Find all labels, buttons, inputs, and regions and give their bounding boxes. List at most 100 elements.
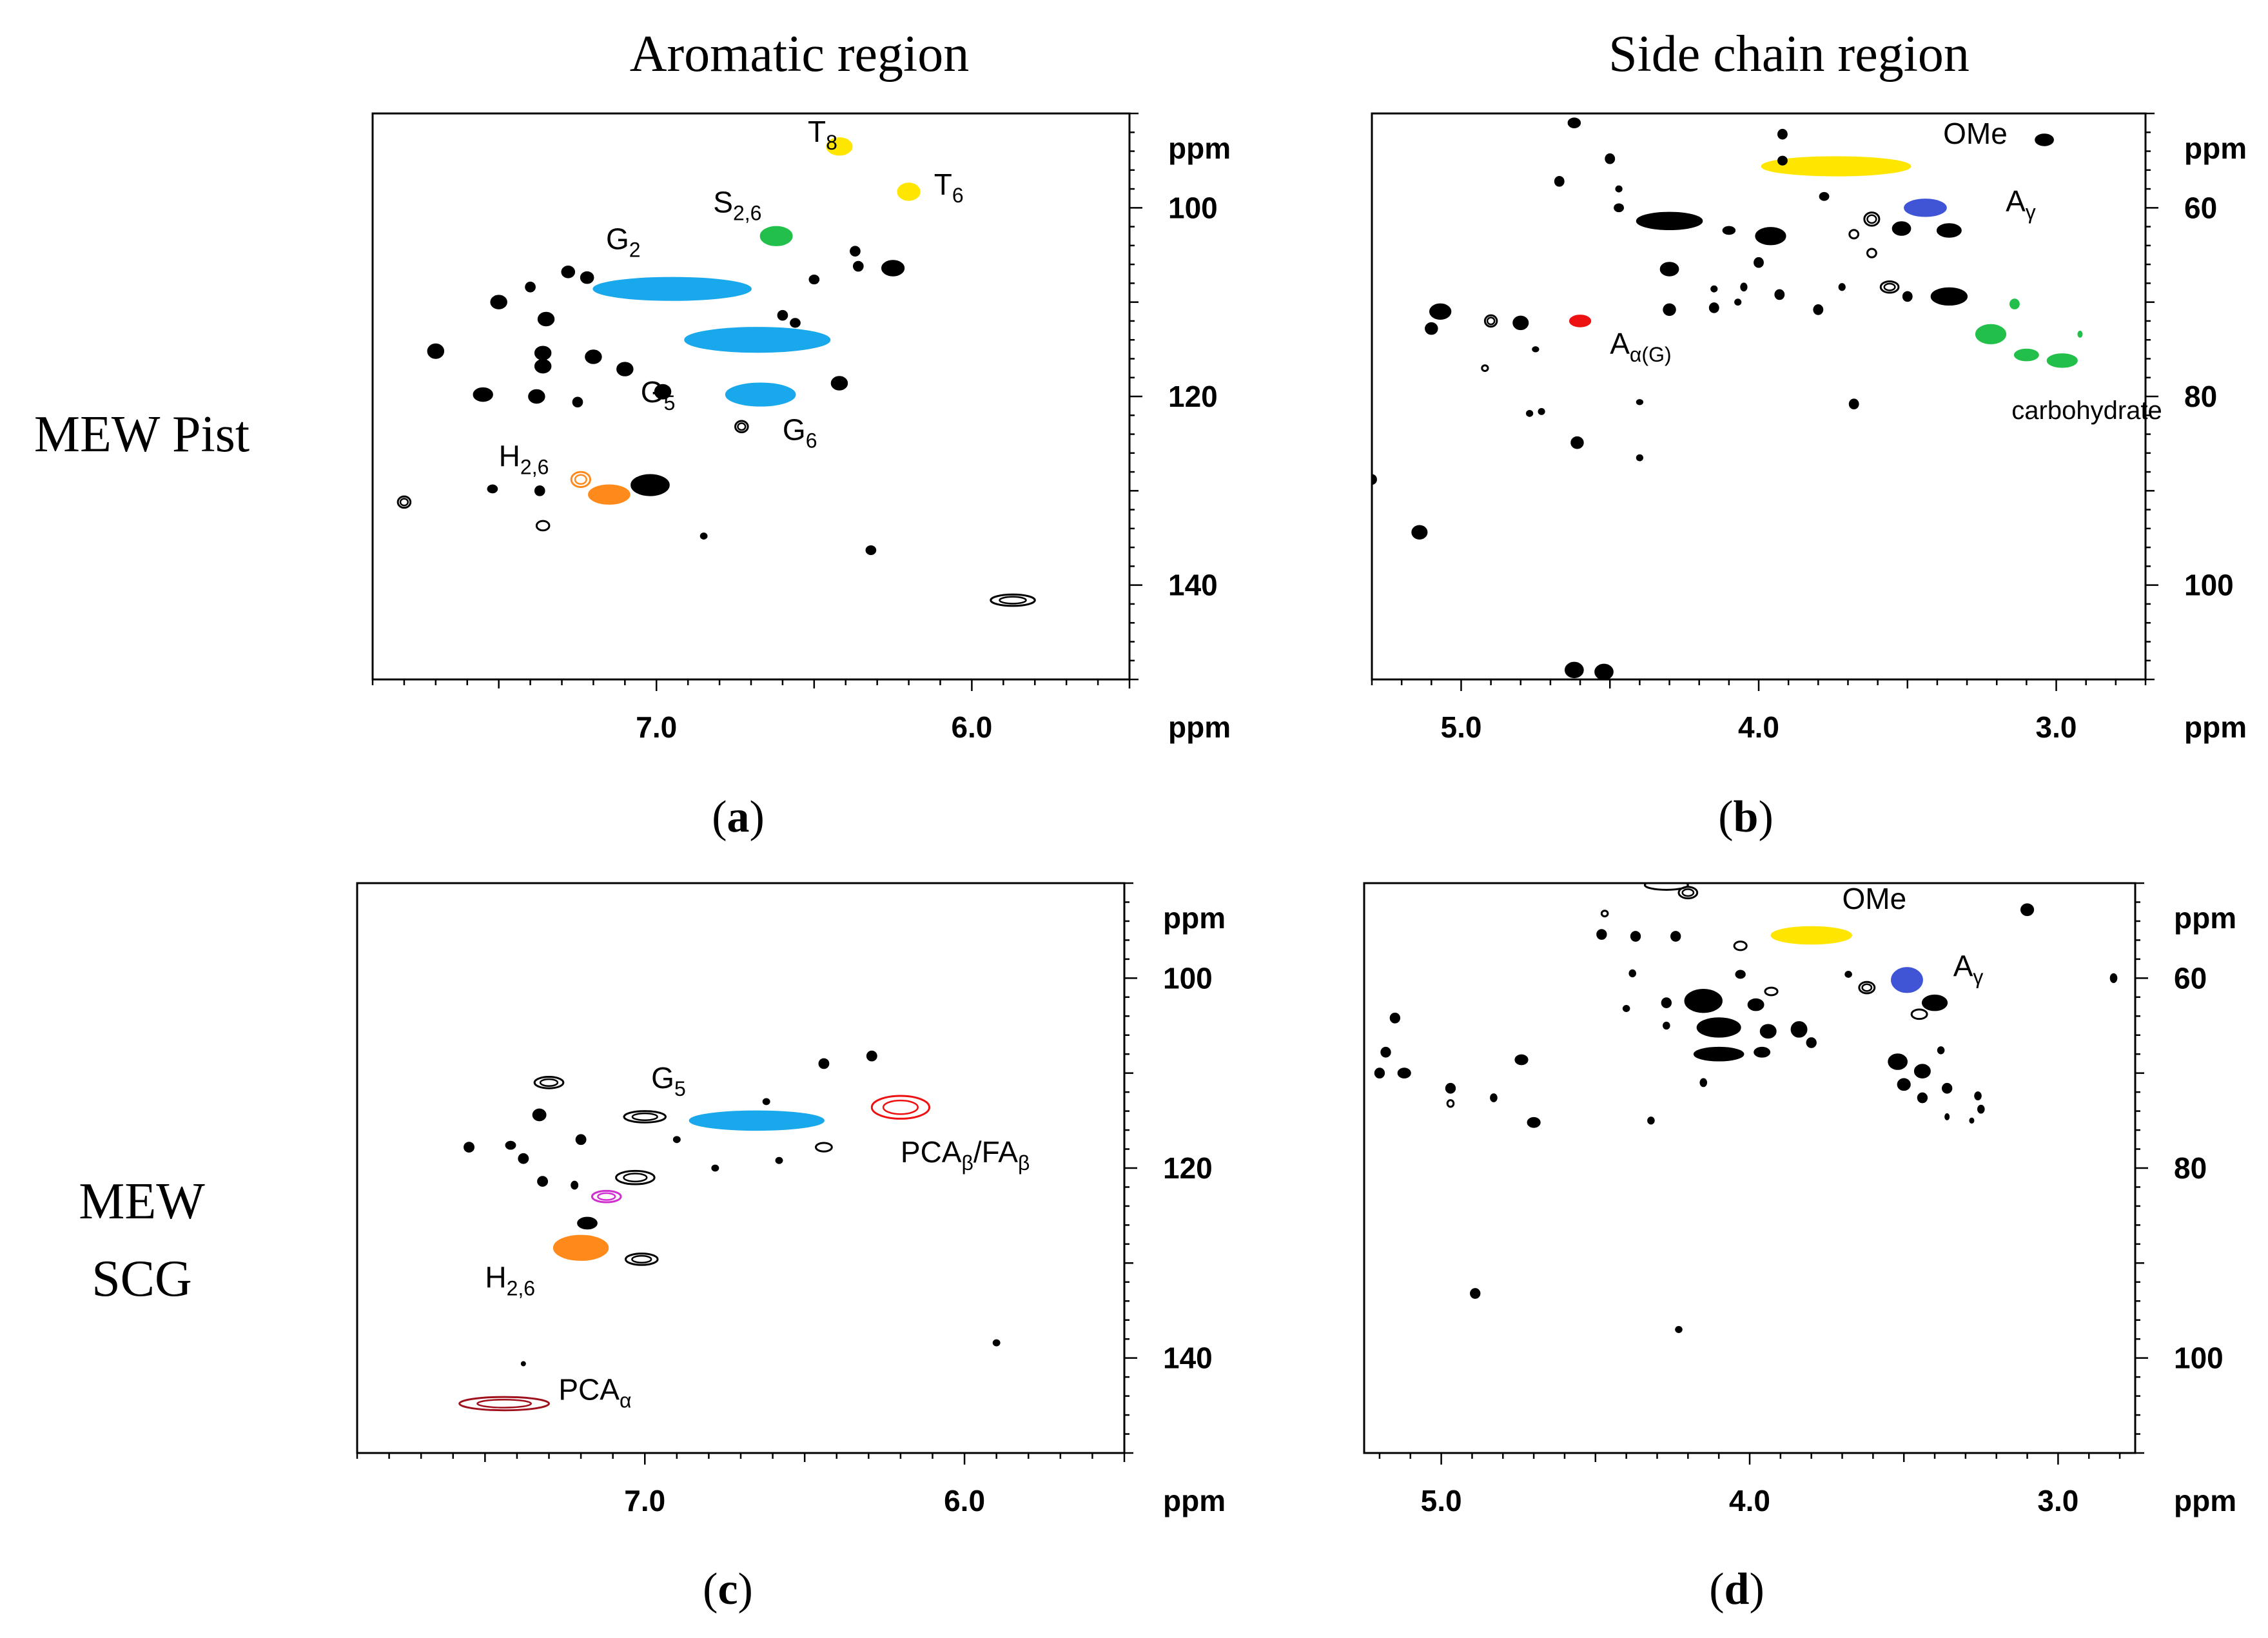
peak-black: [1630, 931, 1641, 942]
peak-black: [1628, 969, 1636, 978]
peak-black: [537, 1176, 549, 1187]
peak-annotation: G6: [783, 413, 817, 452]
peak-yellow: [826, 137, 853, 156]
peak-black: [1759, 1024, 1777, 1039]
x-tick-label-d: 4.0: [1729, 1484, 1770, 1517]
peak-black: [1425, 322, 1438, 335]
peak-black-contour: [1733, 941, 1748, 951]
peak-black: [1777, 128, 1788, 140]
peak-black: [1570, 436, 1584, 449]
peak-black: [1380, 1046, 1391, 1058]
peak-black: [1710, 285, 1718, 293]
peak-black-contour: [1858, 980, 1876, 995]
y-tick-label-a: 100: [1168, 191, 1218, 224]
peak-black: [585, 349, 602, 364]
peak-black: [473, 387, 493, 402]
peak-black: [881, 260, 905, 277]
peak-blue: [1891, 967, 1923, 993]
peak-black: [1754, 257, 1764, 268]
peak-yellow: [1770, 926, 1852, 945]
peak-black: [528, 389, 545, 404]
peak-black: [1892, 221, 1911, 236]
peak-black: [1663, 303, 1676, 317]
peak-black: [1806, 1037, 1817, 1048]
peak-black: [1374, 1068, 1385, 1079]
peak-black: [1777, 155, 1788, 166]
peak-black-contour: [815, 1142, 833, 1153]
peak-black-contour: [1879, 280, 1900, 294]
peak-black: [534, 358, 552, 374]
peak-black: [1636, 454, 1643, 462]
peak-black: [525, 281, 536, 293]
y-tick-label-b: 80: [2184, 380, 2217, 413]
peak-green: [2009, 298, 2020, 309]
peak-black: [672, 1136, 681, 1144]
peak-annotation: Aα(G): [1610, 327, 1671, 366]
peak-red: [1569, 315, 1592, 327]
peak-orange-contour: [570, 471, 592, 488]
peak-black: [1897, 1078, 1911, 1091]
peak-black-contour: [615, 1169, 656, 1185]
peak-annotation: Aγ: [1953, 949, 1984, 988]
peak-black: [1913, 1064, 1931, 1079]
peak-black-contour: [535, 520, 551, 532]
peak-black: [1622, 1005, 1630, 1012]
peak-annotation: PCAβ/FAβ: [901, 1135, 1030, 1175]
peak-black: [1838, 283, 1846, 291]
peak-annotation: S2,6: [713, 186, 761, 225]
peak-black: [1596, 929, 1607, 940]
panel-a: 7.0 6.0 100 120 140 ppm ppm T8 T6 S2,6 G2 G5 G6 H2,6 (…: [371, 112, 1231, 842]
peak-blue: [1904, 199, 1947, 217]
peak-black-contour: [1481, 364, 1489, 372]
x-axis-unit-d: ppm: [2174, 1484, 2236, 1517]
peak-lightblue: [689, 1110, 825, 1131]
peak-orange: [588, 484, 631, 505]
x-tick-label-d: 3.0: [2037, 1484, 2078, 1517]
peak-black: [1930, 287, 1968, 306]
peak-black: [1696, 1017, 1741, 1038]
peak-black: [865, 545, 877, 556]
x-axis-unit-b: ppm: [2184, 710, 2247, 744]
peak-black: [1902, 291, 1913, 302]
peak-black-contour: [625, 1253, 659, 1266]
peak-black: [762, 1098, 770, 1106]
peak-annotation: G2: [606, 222, 641, 262]
peaks-b: [1372, 117, 2083, 679]
peak-black: [852, 260, 864, 272]
peak-annotation: G5: [641, 375, 676, 414]
peak-black: [1693, 1046, 1745, 1062]
peak-annotation: OMe: [1843, 882, 1907, 915]
peak-annotation: T8: [808, 115, 837, 154]
peak-black: [1675, 1326, 1683, 1333]
plot-frame-d: [1363, 882, 2136, 1454]
y-tick-label-c: 120: [1163, 1151, 1213, 1185]
peak-black: [1663, 1021, 1670, 1030]
peak-black: [1614, 203, 1624, 213]
peak-black-contour: [1866, 248, 1877, 258]
peak-green: [2046, 353, 2078, 368]
y-tick-label-c: 140: [1163, 1341, 1213, 1375]
peak-lightblue: [592, 277, 752, 301]
peak-black-contour: [1643, 883, 1689, 891]
y-tick-label-d: 60: [2174, 961, 2207, 995]
peak-green: [2077, 331, 2083, 338]
panel-caption-b: (b): [1718, 792, 1774, 842]
peak-annotation: G5: [651, 1061, 686, 1100]
x-tick-label-b: 5.0: [1440, 710, 1481, 744]
peak-black: [534, 346, 552, 360]
peak-black: [1605, 153, 1616, 164]
y-tick-label-b: 60: [2184, 191, 2217, 224]
peak-black: [1888, 1053, 1908, 1070]
peak-red-contour: [870, 1095, 931, 1120]
peak-black: [580, 271, 594, 284]
peak-black: [1936, 223, 1962, 238]
peak-black: [1661, 997, 1672, 1009]
peak-black: [1722, 226, 1736, 235]
peak-black: [1684, 989, 1723, 1013]
peaks-a: [396, 137, 1036, 607]
peak-black-contour: [1600, 910, 1609, 918]
peak-black: [571, 1180, 579, 1190]
peak-black: [1647, 1116, 1655, 1125]
peak-black: [2020, 903, 2035, 917]
x-tick-label-c: 6.0: [944, 1484, 985, 1517]
